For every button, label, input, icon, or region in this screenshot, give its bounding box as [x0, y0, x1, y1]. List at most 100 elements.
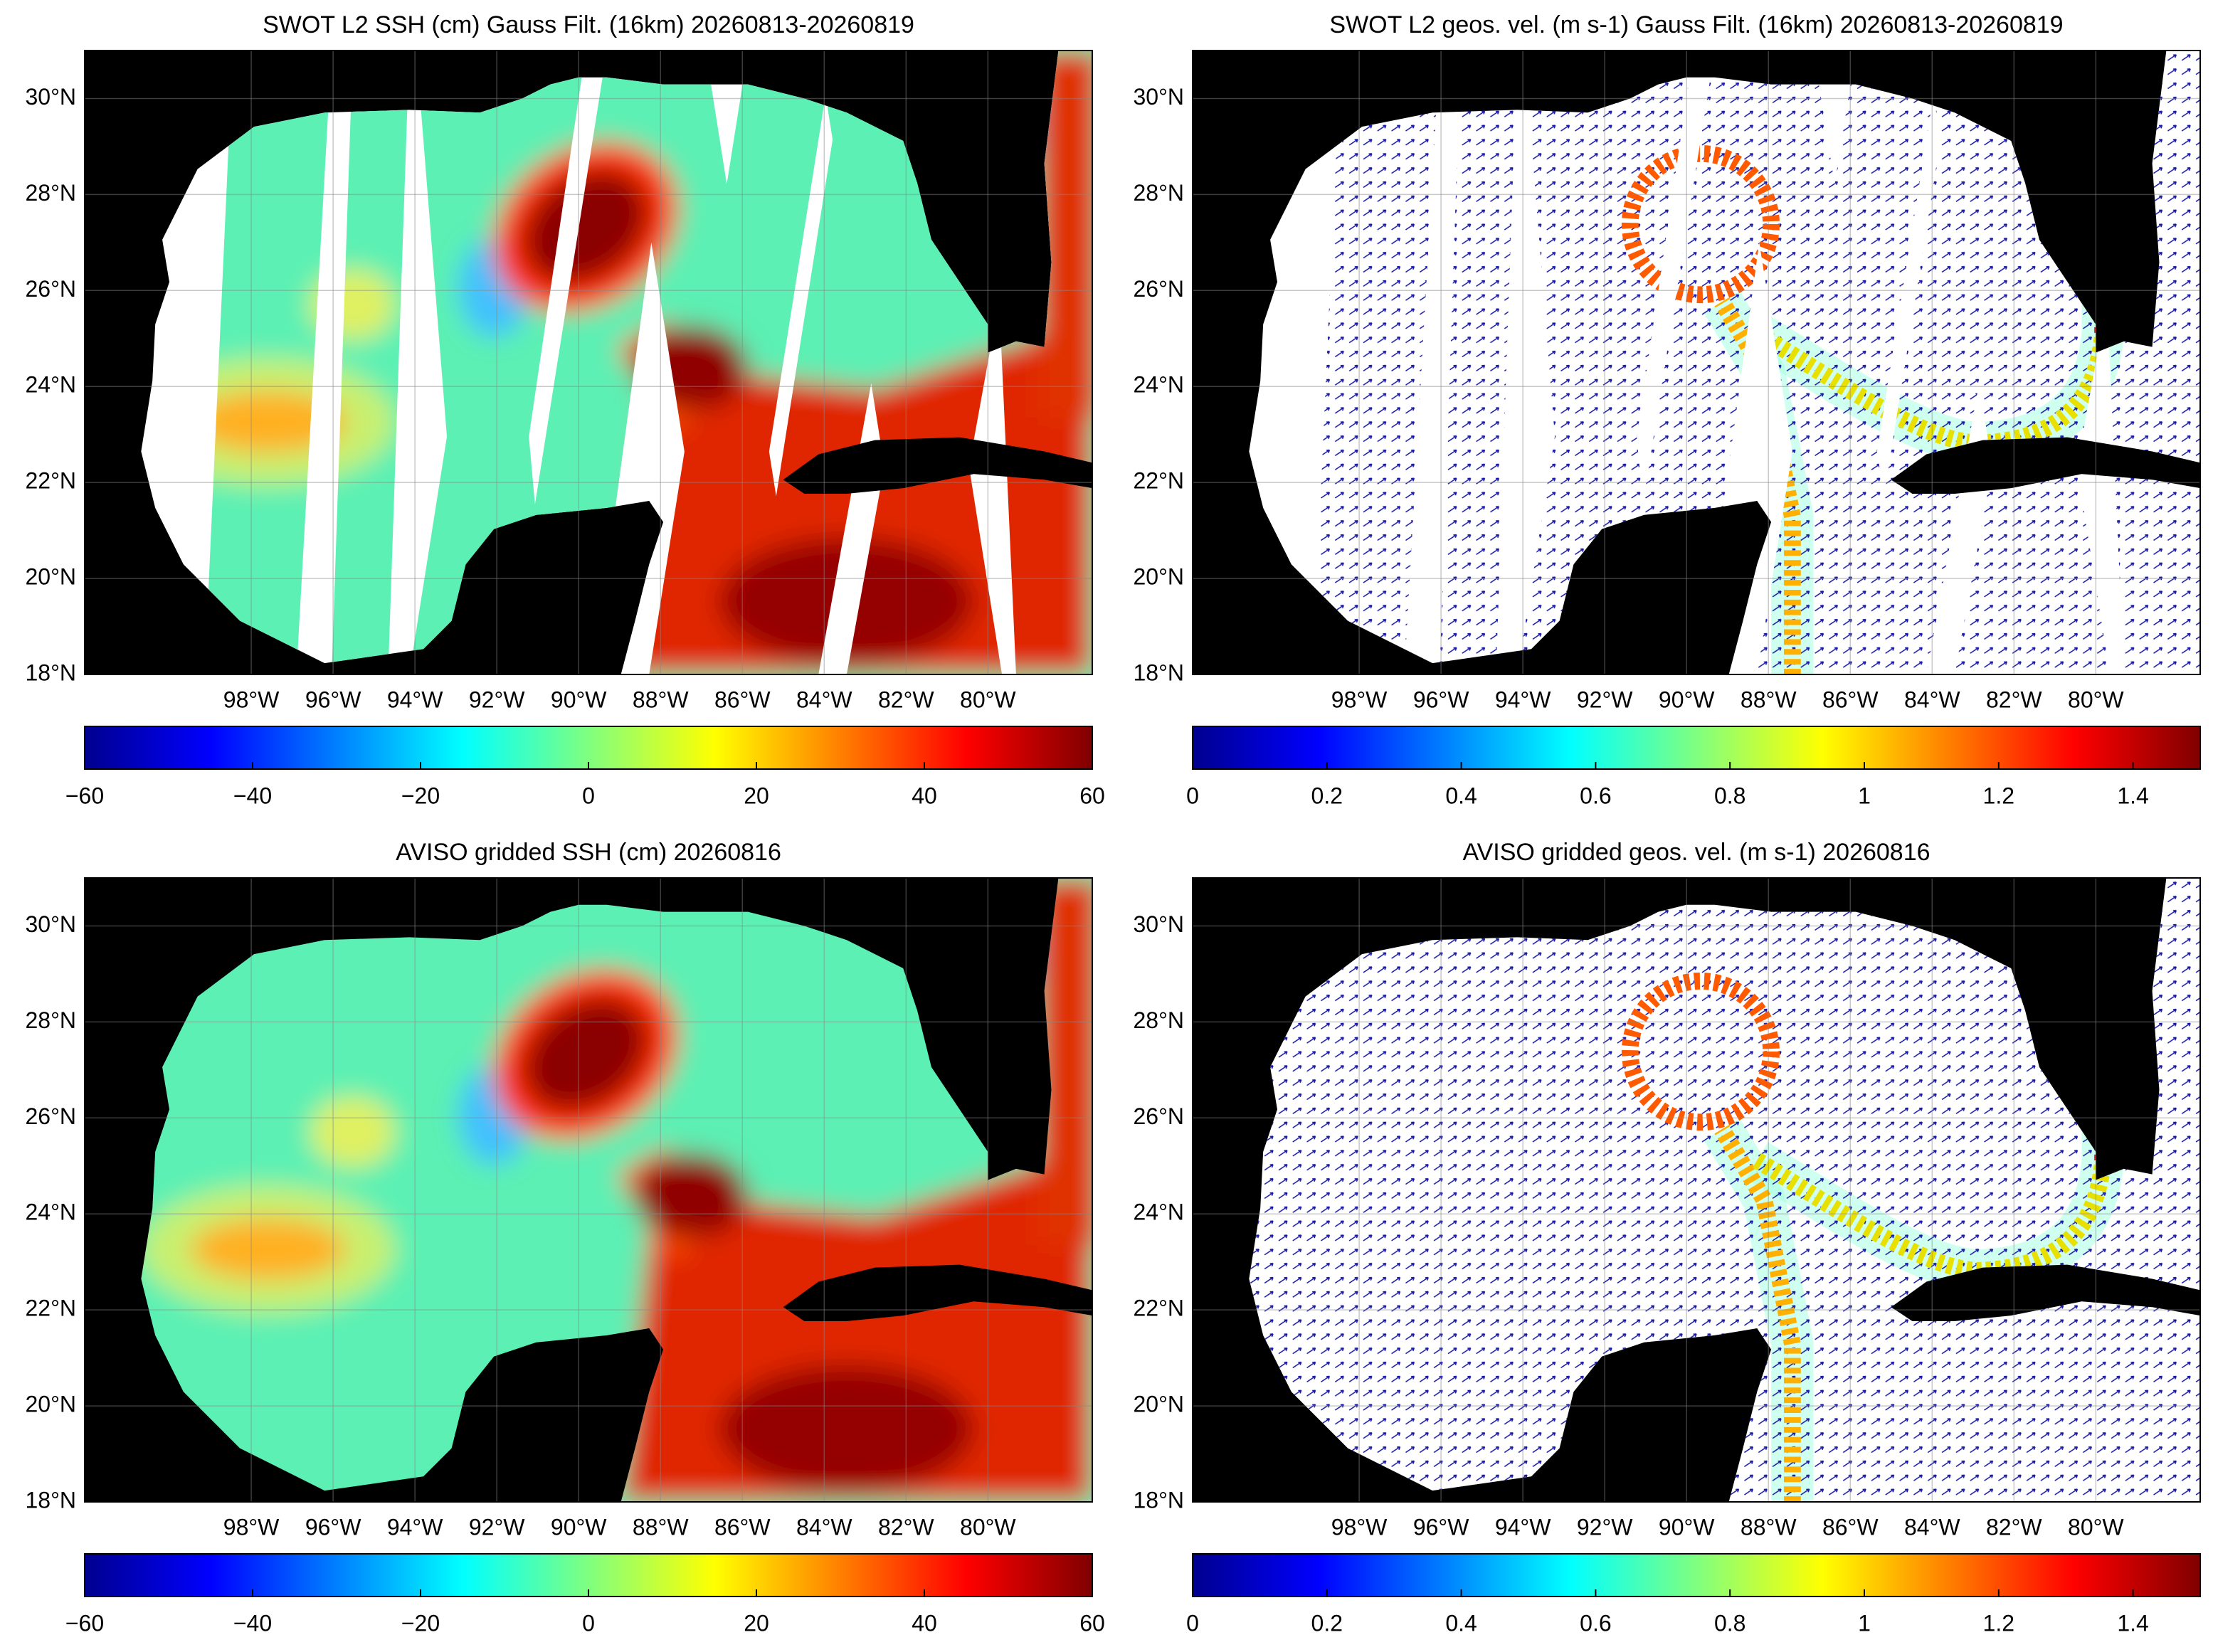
colorbar-tick-label: 0.8 [1714, 1610, 1745, 1636]
colorbar-tick-label: 0 [582, 783, 595, 808]
panel-title: SWOT L2 SSH (cm) Gauss Filt. (16km) 2026… [263, 11, 914, 38]
ssh-swath-map [85, 51, 1093, 675]
colorbar [1192, 1553, 2201, 1597]
colorbar [1192, 726, 2201, 770]
colorbar-tick-label: 0.6 [1580, 1610, 1611, 1636]
y-tick-label: 26°N [1134, 276, 1185, 302]
x-tick-label: 94°W [387, 687, 443, 712]
x-tick-label: 80°W [2068, 687, 2124, 712]
y-tick-label: 18°N [1134, 1487, 1185, 1513]
velocity-gridded-map [1193, 878, 2201, 1502]
x-tick-label: 80°W [960, 1514, 1016, 1540]
y-tick-label: 26°N [26, 1103, 77, 1129]
y-tick-label: 24°N [26, 372, 77, 398]
colorbar-tick-label: 20 [744, 783, 769, 808]
x-tick-label: 82°W [1986, 687, 2042, 712]
colorbar-tick-label: 0.2 [1311, 783, 1343, 808]
x-tick-label: 86°W [1822, 687, 1879, 712]
y-tick-label: 24°N [26, 1200, 77, 1225]
colorbar-tick-label: −40 [233, 783, 272, 808]
y-tick-label: 22°N [26, 1296, 77, 1321]
y-tick-label: 30°N [1134, 911, 1185, 937]
y-tick-label: 24°N [1134, 372, 1185, 398]
x-tick-label: 92°W [469, 1514, 525, 1540]
x-tick-label: 88°W [633, 1514, 689, 1540]
colorbar-tick-label: −40 [233, 1610, 272, 1636]
y-tick-label: 18°N [26, 1487, 77, 1513]
panel-title: SWOT L2 geos. vel. (m s-1) Gauss Filt. (… [1329, 11, 2063, 38]
y-tick-label: 30°N [26, 911, 77, 937]
x-tick-label: 86°W [714, 1514, 771, 1540]
colorbar-tick-label: 1.2 [1983, 783, 2014, 808]
x-tick-label: 84°W [796, 1514, 852, 1540]
colorbar-tick-label: 0.4 [1445, 1610, 1477, 1636]
colorbar-tick-label: 0 [582, 1610, 595, 1636]
x-tick-label: 90°W [1659, 687, 1715, 712]
x-tick-label: 92°W [469, 687, 525, 712]
y-tick-label: 28°N [1134, 1007, 1185, 1033]
colorbar-tick-label: 1.2 [1983, 1610, 2014, 1636]
x-tick-label: 86°W [714, 687, 771, 712]
colorbar-tick-label: −60 [65, 783, 104, 808]
y-tick-label: 20°N [26, 1392, 77, 1417]
colorbar-tick-label: 0.4 [1445, 783, 1477, 808]
plot-frame [1192, 877, 2201, 1503]
plot-frame [84, 877, 1093, 1503]
x-tick-label: 94°W [1495, 1514, 1551, 1540]
y-tick-label: 30°N [26, 84, 77, 110]
ssh-gridded-map [85, 878, 1093, 1541]
colorbar-tick-label: 0 [1186, 783, 1199, 808]
x-tick-label: 82°W [878, 687, 934, 712]
colorbar-tick-label: 0.2 [1311, 1610, 1343, 1636]
colorbar-tick-label: 60 [1079, 783, 1105, 808]
x-tick-label: 98°W [1331, 687, 1388, 712]
x-tick-label: 82°W [878, 1514, 934, 1540]
x-tick-label: 88°W [633, 687, 689, 712]
x-tick-label: 88°W [1741, 1514, 1797, 1540]
x-tick-label: 98°W [223, 1514, 280, 1540]
colorbar-tick-label: 0 [1186, 1610, 1199, 1636]
y-tick-label: 28°N [26, 180, 77, 206]
y-tick-label: 20°N [1134, 1392, 1185, 1417]
colorbar-tick-label: −20 [401, 783, 440, 808]
y-tick-label: 26°N [1134, 1103, 1185, 1129]
colorbar-tick-label: 0.6 [1580, 783, 1611, 808]
colorbar-tick-label: 1 [1858, 783, 1871, 808]
x-tick-label: 86°W [1822, 1514, 1879, 1540]
x-tick-label: 96°W [305, 687, 361, 712]
colorbar-tick-label: 40 [912, 1610, 937, 1636]
panel-title: AVISO gridded geos. vel. (m s-1) 2026081… [1462, 839, 1930, 866]
x-tick-label: 96°W [1413, 1514, 1469, 1540]
x-tick-label: 94°W [1495, 687, 1551, 712]
x-tick-label: 96°W [305, 1514, 361, 1540]
colorbar-tick-label: −20 [401, 1610, 440, 1636]
y-tick-label: 20°N [26, 564, 77, 590]
y-tick-label: 22°N [1134, 1296, 1185, 1321]
x-tick-label: 92°W [1577, 1514, 1633, 1540]
panel-title: AVISO gridded SSH (cm) 20260816 [396, 839, 781, 866]
colorbar-tick-label: 1.4 [2117, 1610, 2148, 1636]
plot-frame [1192, 50, 2201, 675]
colorbar-tick-label: 1.4 [2117, 783, 2148, 808]
x-tick-label: 88°W [1741, 687, 1797, 712]
y-tick-label: 24°N [1134, 1200, 1185, 1225]
x-tick-label: 82°W [1986, 1514, 2042, 1540]
colorbar-tick-label: −60 [65, 1610, 104, 1636]
y-tick-label: 28°N [1134, 180, 1185, 206]
y-tick-label: 26°N [26, 276, 77, 302]
x-tick-label: 84°W [1904, 1514, 1960, 1540]
y-tick-label: 18°N [1134, 660, 1185, 685]
y-tick-label: 22°N [26, 468, 77, 494]
y-tick-label: 28°N [26, 1007, 77, 1033]
y-tick-label: 30°N [1134, 84, 1185, 110]
colorbar-tick-label: 60 [1079, 1610, 1105, 1636]
x-tick-label: 90°W [1659, 1514, 1715, 1540]
x-tick-label: 80°W [960, 687, 1016, 712]
colorbar-tick-label: 1 [1858, 1610, 1871, 1636]
y-tick-label: 18°N [26, 660, 77, 685]
colorbar-tick-label: 40 [912, 783, 937, 808]
x-tick-label: 98°W [1331, 1514, 1388, 1540]
x-tick-label: 84°W [796, 687, 852, 712]
